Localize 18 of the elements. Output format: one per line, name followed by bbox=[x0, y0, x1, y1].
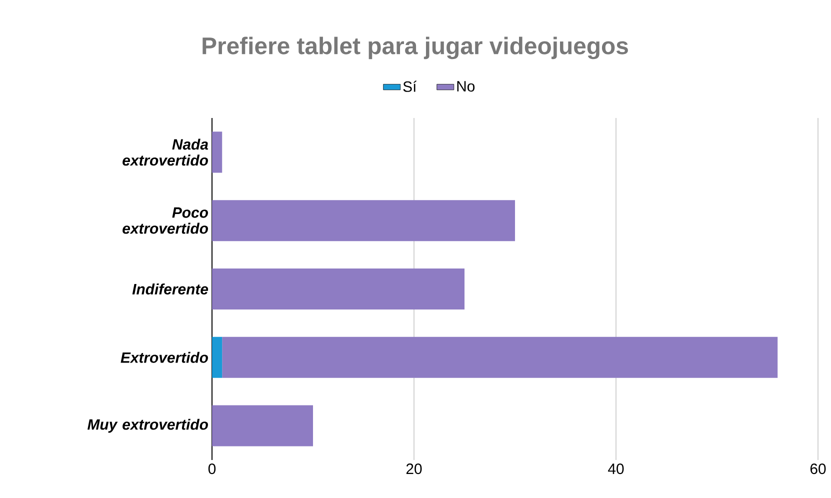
y-tick-label: Muy extrovertido bbox=[88, 418, 208, 433]
chart-title: Prefiere tablet para jugar videojuegos bbox=[202, 36, 628, 60]
bar bbox=[212, 200, 516, 242]
y-tick-label: Poco extrovertido bbox=[122, 207, 208, 234]
x-tick-label: 60 bbox=[810, 464, 826, 474]
bar bbox=[212, 336, 222, 378]
y-tick-label: Extrovertido bbox=[120, 352, 208, 363]
y-tick-label: Nada extrovertido bbox=[122, 138, 208, 166]
x-tick-label: 40 bbox=[608, 464, 624, 474]
bar bbox=[222, 336, 778, 378]
x-tick-label: 0 bbox=[208, 464, 216, 474]
x-tick-label: 20 bbox=[406, 464, 422, 474]
y-tick-label: Indiferente bbox=[132, 284, 208, 294]
bar bbox=[212, 132, 222, 173]
bar bbox=[212, 268, 465, 310]
legend-label: Sí bbox=[403, 80, 417, 92]
legend-label: No bbox=[457, 81, 475, 92]
bar bbox=[212, 405, 314, 446]
